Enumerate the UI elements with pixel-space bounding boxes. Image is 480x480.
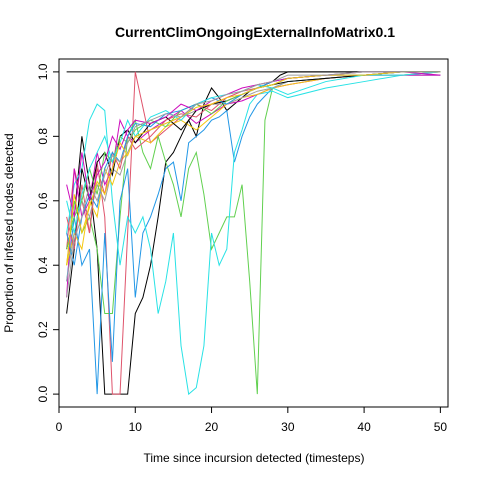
y-tick-label: 0.6 xyxy=(36,192,50,209)
x-tick-label: 40 xyxy=(357,420,371,434)
y-tick-label: 0.8 xyxy=(36,128,50,145)
x-tick-label: 30 xyxy=(281,420,295,434)
x-tick-label: 20 xyxy=(205,420,219,434)
y-tick-label: 0.4 xyxy=(36,257,50,274)
y-tick-label: 0.0 xyxy=(36,385,50,402)
x-axis-label: Time since incursion detected (timesteps… xyxy=(144,451,365,465)
x-tick-label: 10 xyxy=(129,420,143,434)
x-tick-label: 50 xyxy=(434,420,448,434)
y-axis-label: Proportion of infested nodes detected xyxy=(2,133,16,332)
y-tick-label: 1.0 xyxy=(36,63,50,80)
chart-title: CurrentClimOngoingExternalInfoMatrix0.1 xyxy=(115,24,395,40)
y-tick-label: 0.2 xyxy=(36,321,50,338)
x-tick-label: 0 xyxy=(56,420,63,434)
